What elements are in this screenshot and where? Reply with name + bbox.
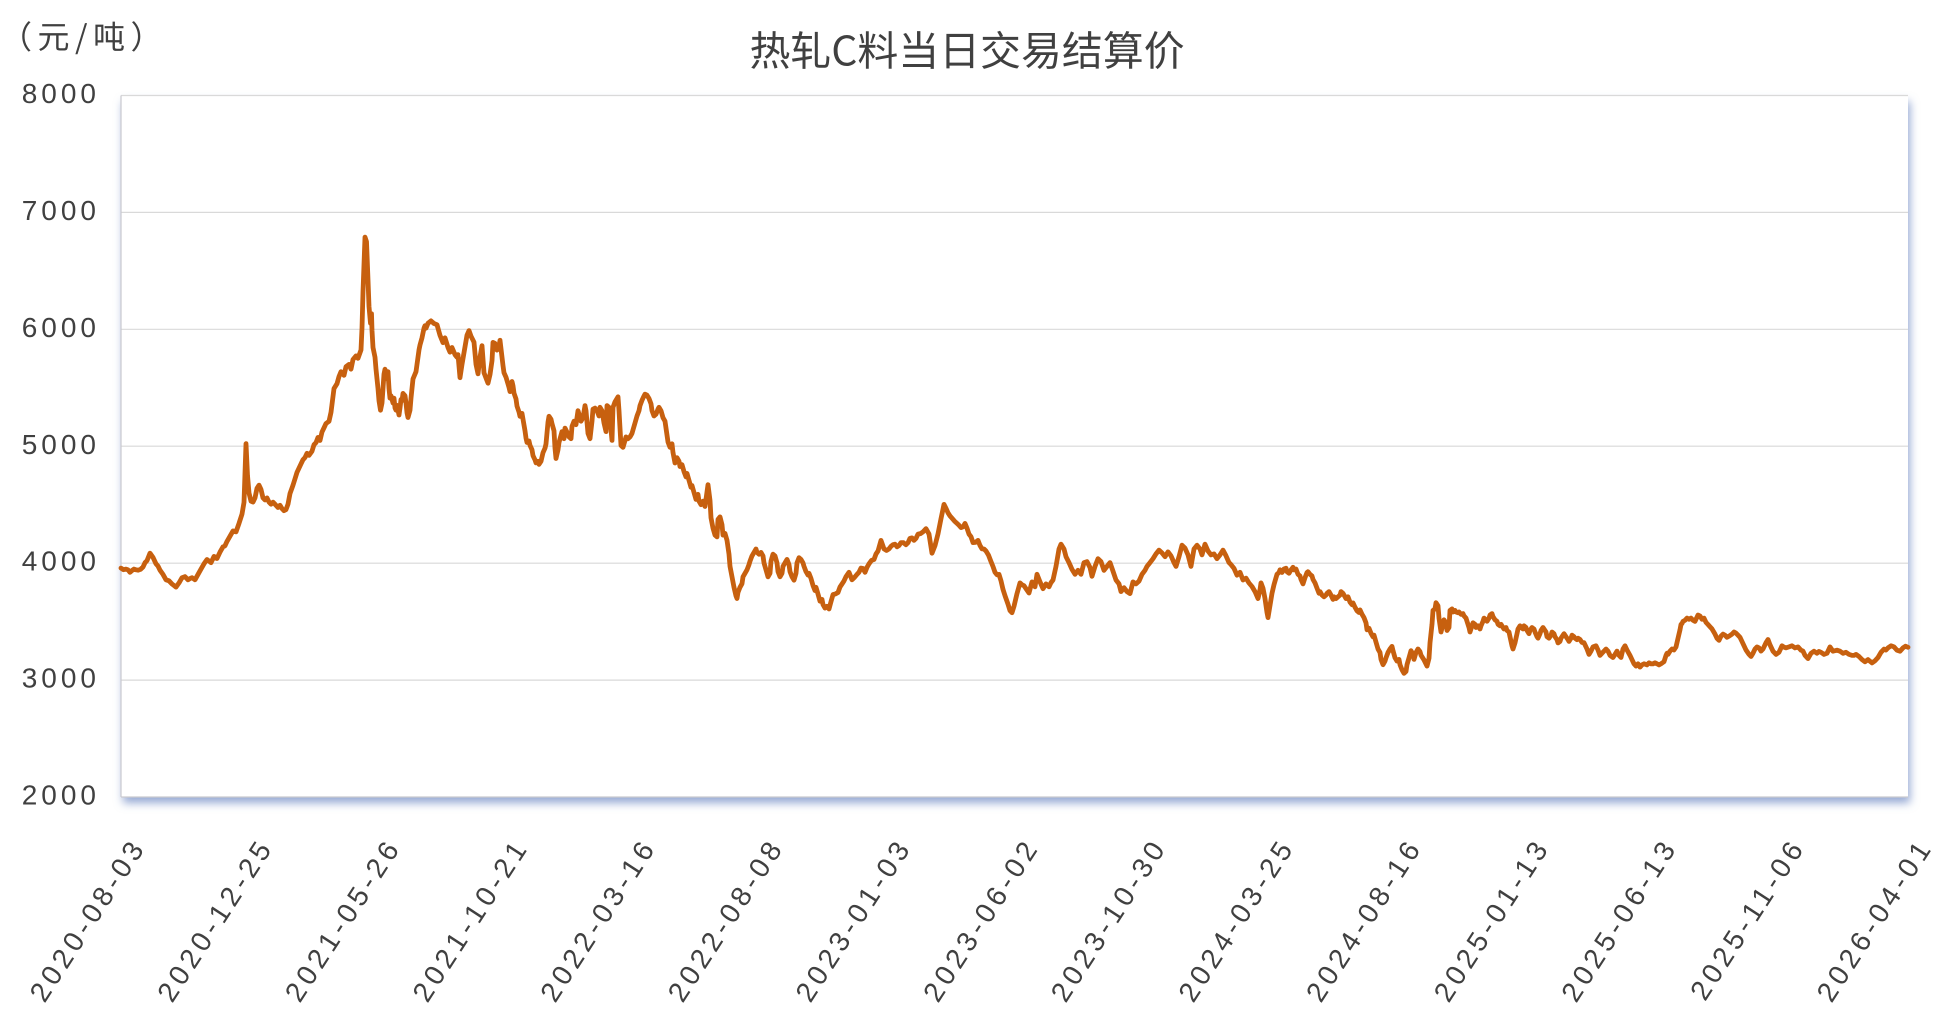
svg-text:2025-06-13: 2025-06-13 (1555, 832, 1684, 1007)
svg-text:2025-01-13: 2025-01-13 (1428, 832, 1557, 1007)
svg-text:5000: 5000 (22, 429, 100, 460)
svg-text:2022-08-08: 2022-08-08 (662, 832, 791, 1007)
svg-text:2021-10-21: 2021-10-21 (406, 832, 535, 1007)
svg-text:2024-03-25: 2024-03-25 (1172, 832, 1301, 1007)
svg-text:2021-05-26: 2021-05-26 (279, 832, 408, 1007)
svg-text:8000: 8000 (22, 78, 100, 109)
svg-text:2023-06-02: 2023-06-02 (917, 832, 1046, 1007)
svg-text:7000: 7000 (22, 195, 100, 226)
svg-text:2020-08-03: 2020-08-03 (24, 832, 153, 1007)
svg-text:3000: 3000 (22, 663, 100, 694)
svg-text:4000: 4000 (22, 546, 100, 577)
svg-text:2023-01-03: 2023-01-03 (789, 832, 918, 1007)
svg-text:2024-08-16: 2024-08-16 (1300, 832, 1429, 1007)
svg-text:2026-04-01: 2026-04-01 (1811, 832, 1940, 1007)
svg-text:2022-03-16: 2022-03-16 (534, 832, 663, 1007)
svg-text:2025-11-06: 2025-11-06 (1684, 832, 1811, 1005)
svg-text:2023-10-30: 2023-10-30 (1045, 832, 1174, 1007)
svg-text:2020-12-25: 2020-12-25 (151, 832, 280, 1007)
svg-text:2000: 2000 (22, 780, 100, 811)
svg-text:6000: 6000 (22, 312, 100, 343)
